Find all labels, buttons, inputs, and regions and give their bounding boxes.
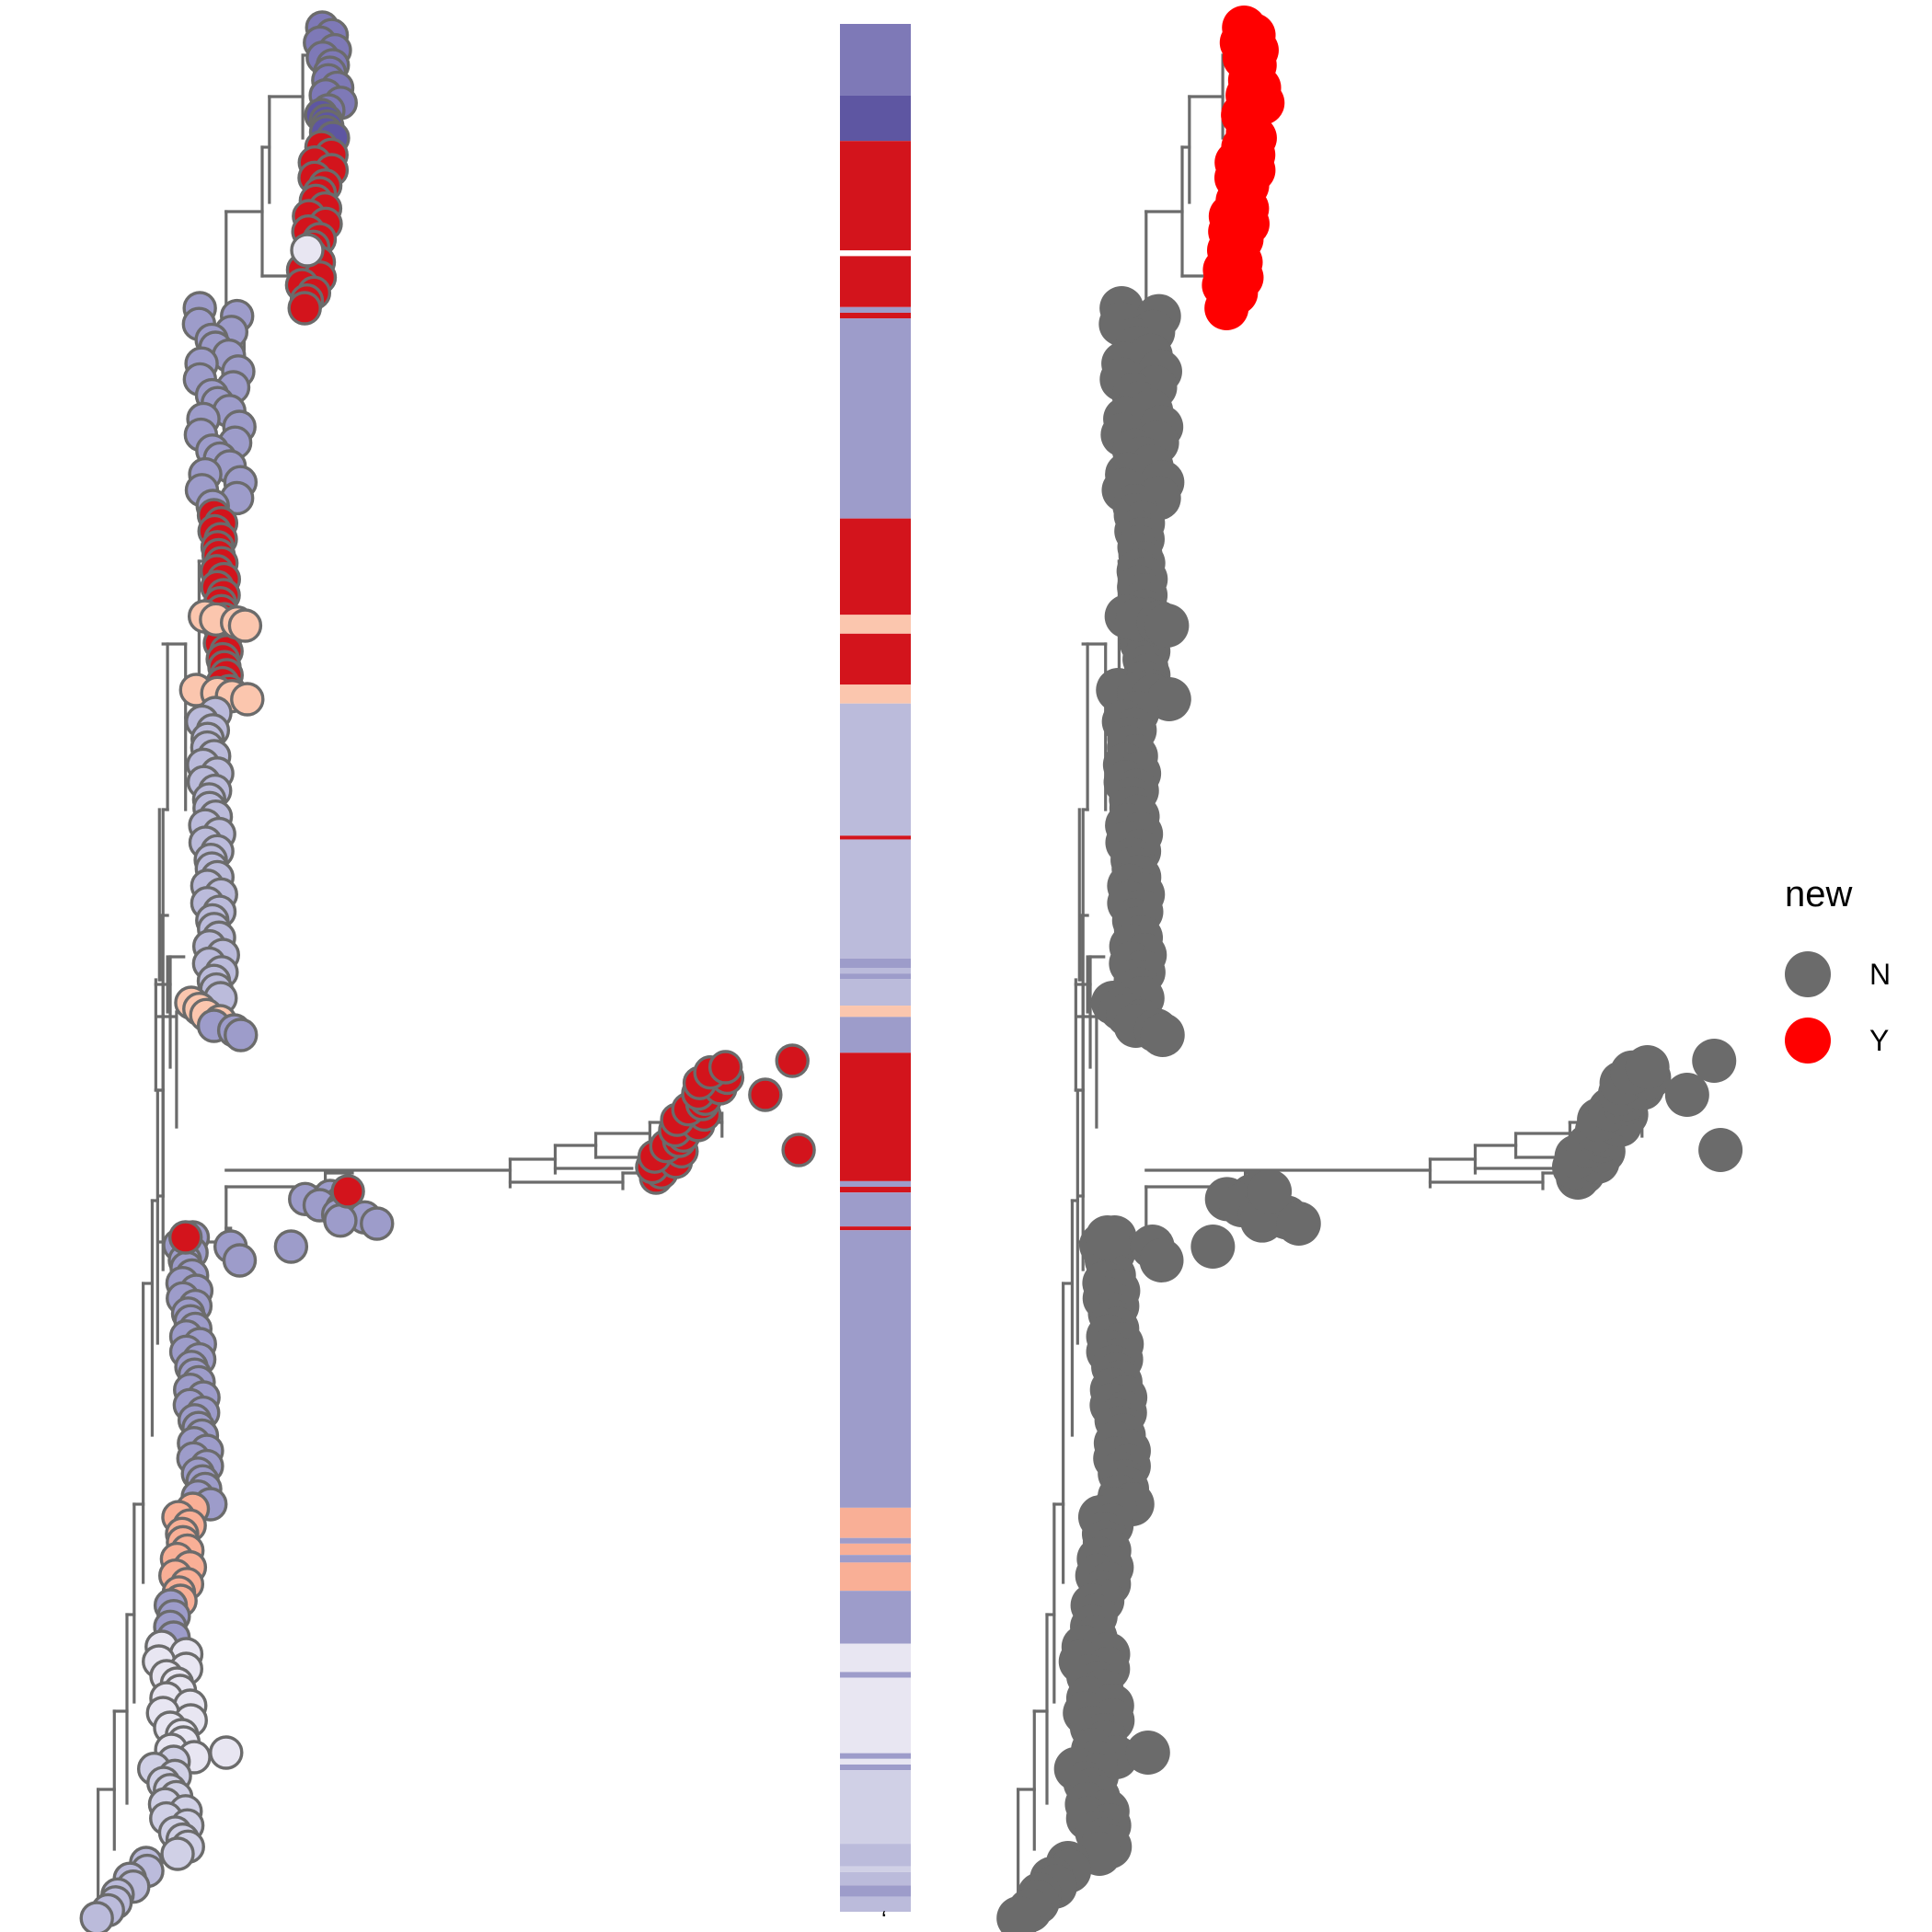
right-tip-39 xyxy=(1207,228,1251,272)
heatmap-band-13 xyxy=(840,835,911,840)
heatmap-band-15 xyxy=(840,958,911,968)
right-tip-150 xyxy=(1190,1225,1236,1269)
legend-label-n: N xyxy=(1869,957,1892,991)
left-tip-261 xyxy=(160,1836,195,1871)
heatmap-band-20 xyxy=(840,1017,911,1053)
left-tip-150 xyxy=(273,1229,309,1264)
heatmap-band-12 xyxy=(840,703,911,836)
heatmap-band-2 xyxy=(840,141,911,251)
right-tip-175 xyxy=(1698,1128,1743,1172)
right-tip-38 xyxy=(1204,286,1249,330)
right-tip-212 xyxy=(1085,1215,1130,1259)
heatmap-band-18 xyxy=(840,979,911,1006)
heatmap-band-22 xyxy=(840,1180,911,1188)
heatmap-band-27 xyxy=(840,1507,911,1538)
left-tip-174 xyxy=(748,1077,783,1112)
left-tip-39 xyxy=(290,233,325,268)
left-tip-38 xyxy=(287,291,322,326)
heatmap-band-9 xyxy=(840,615,911,634)
heatmap-footer-mark: ʻ xyxy=(881,1906,887,1932)
left-tip-149 xyxy=(330,1174,365,1209)
heatmap-band-21 xyxy=(840,1052,911,1181)
heatmap-band-26 xyxy=(840,1230,911,1508)
legend-item-y: Y xyxy=(1785,1007,1923,1074)
heatmap-strip xyxy=(840,24,911,1912)
legend: new N Y xyxy=(1785,874,1923,1074)
heatmap-band-34 xyxy=(840,1672,911,1678)
heatmap-band-29 xyxy=(840,1543,911,1556)
heatmap-band-11 xyxy=(840,684,911,704)
right-tip-93 xyxy=(1144,604,1190,648)
heatmap-band-42 xyxy=(840,1871,911,1886)
legend-item-n: N xyxy=(1785,941,1923,1007)
heatmap-band-31 xyxy=(840,1562,911,1592)
left-tip-147 xyxy=(323,1202,358,1238)
heatmap-band-33 xyxy=(840,1643,911,1673)
left-tip-138 xyxy=(224,1018,259,1052)
left-tip-173 xyxy=(775,1043,810,1078)
right-tip-174 xyxy=(1664,1073,1709,1117)
heatmap-band-10 xyxy=(840,633,911,685)
left-tip-269 xyxy=(79,1901,114,1932)
legend-title: new xyxy=(1785,874,1853,914)
right-tip-214 xyxy=(1139,1238,1184,1282)
legend-key-y xyxy=(1785,1018,1831,1064)
heatmap-band-37 xyxy=(840,1758,911,1765)
heatmap-band-5 xyxy=(840,306,911,313)
heatmap-band-4 xyxy=(840,256,911,307)
heatmap-band-8 xyxy=(840,518,911,615)
right-tip-148 xyxy=(1276,1202,1321,1246)
heatmap-band-25 xyxy=(840,1226,911,1231)
heatmap-band-38 xyxy=(840,1764,911,1771)
heatmap-band-19 xyxy=(840,1006,911,1018)
heatmap-band-40 xyxy=(840,1844,911,1867)
right-tip-149 xyxy=(1248,1169,1293,1213)
right-tip-173 xyxy=(1692,1039,1737,1083)
heatmap-band-24 xyxy=(840,1192,911,1227)
heatmap-band-0 xyxy=(840,24,911,96)
heatmap-band-14 xyxy=(840,839,911,959)
left-tip-93 xyxy=(227,608,263,643)
heatmap-band-36 xyxy=(840,1753,911,1759)
heatmap-band-30 xyxy=(840,1555,911,1563)
left-tip-247 xyxy=(209,1735,244,1770)
heatmap-band-23 xyxy=(840,1187,911,1193)
heatmap-band-39 xyxy=(840,1770,911,1845)
heatmap-band-7 xyxy=(840,318,911,519)
legend-label-y: Y xyxy=(1869,1023,1890,1057)
legend-key-n xyxy=(1785,951,1831,997)
left-tree-panel xyxy=(79,10,816,1932)
heatmap-band-3 xyxy=(840,250,911,257)
right-tip-172 xyxy=(1625,1045,1670,1089)
heatmap-band-6 xyxy=(840,312,911,319)
right-tree-panel xyxy=(996,6,1743,1932)
heatmap-band-41 xyxy=(840,1866,911,1872)
heatmap-band-35 xyxy=(840,1677,911,1754)
left-tip-97 xyxy=(230,682,265,717)
right-tip-138 xyxy=(1140,1013,1185,1057)
right-tip-247 xyxy=(1125,1731,1170,1775)
left-tip-175 xyxy=(781,1133,816,1167)
left-tip-172 xyxy=(707,1050,743,1085)
heatmap-band-1 xyxy=(840,95,911,142)
right-tip-269 xyxy=(996,1896,1041,1932)
left-tip-212 xyxy=(167,1220,203,1255)
heatmap-band-17 xyxy=(840,973,911,980)
left-tip-214 xyxy=(222,1243,258,1278)
heatmap-band-32 xyxy=(840,1591,911,1644)
heatmap-band-43 xyxy=(840,1885,911,1897)
heatmap-band-28 xyxy=(840,1537,911,1544)
heatmap-band-44 xyxy=(840,1896,911,1912)
heatmap-band-16 xyxy=(840,968,911,974)
left-tip-148 xyxy=(360,1206,395,1241)
